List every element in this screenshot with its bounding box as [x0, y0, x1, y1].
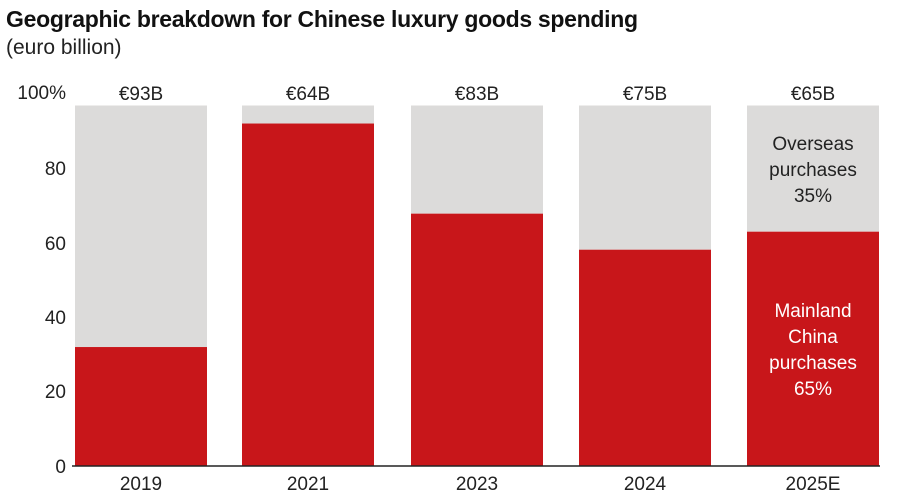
overseas-annotation: Overseas: [772, 134, 853, 155]
x-tick-label: 2024: [624, 474, 667, 495]
bar-overseas-2023: [411, 105, 543, 214]
overseas-annotation: purchases: [769, 160, 857, 181]
x-tick-label: 2023: [456, 474, 498, 495]
total-label: €93B: [119, 84, 163, 105]
y-tick-label: 60: [45, 234, 66, 255]
mainland-annotation: China: [788, 327, 838, 348]
total-label: €83B: [455, 84, 499, 105]
bar-mainland-2021: [242, 123, 374, 467]
bar-mainland-2019: [75, 347, 207, 466]
chart-title: Geographic breakdown for Chinese luxury …: [6, 6, 638, 32]
bar-overseas-2021: [242, 105, 374, 124]
overseas-annotation: 35%: [794, 186, 832, 207]
y-tick-label: 0: [55, 457, 66, 478]
mainland-annotation: purchases: [769, 353, 857, 374]
mainland-annotation: Mainland: [774, 301, 851, 322]
total-label: €65B: [791, 84, 835, 105]
y-tick-label: 100%: [17, 83, 66, 104]
x-tick-label: 2019: [120, 474, 162, 495]
mainland-annotation: 65%: [794, 379, 832, 400]
chart-subtitle: (euro billion): [6, 36, 122, 59]
bar-overseas-2024: [579, 105, 711, 250]
bar-mainland-2024: [579, 249, 711, 466]
bar-overseas-2019: [75, 105, 207, 348]
y-tick-label: 40: [45, 308, 66, 329]
bar-mainland-2023: [411, 213, 543, 466]
total-label: €75B: [623, 84, 667, 105]
x-tick-label: 2025E: [786, 474, 841, 495]
bar-overseas-2025E: [747, 105, 879, 232]
bar-mainland-2025E: [747, 231, 879, 466]
y-tick-label: 20: [45, 382, 66, 403]
y-tick-label: 80: [45, 159, 66, 180]
x-tick-label: 2021: [287, 474, 329, 495]
total-label: €64B: [286, 84, 330, 105]
